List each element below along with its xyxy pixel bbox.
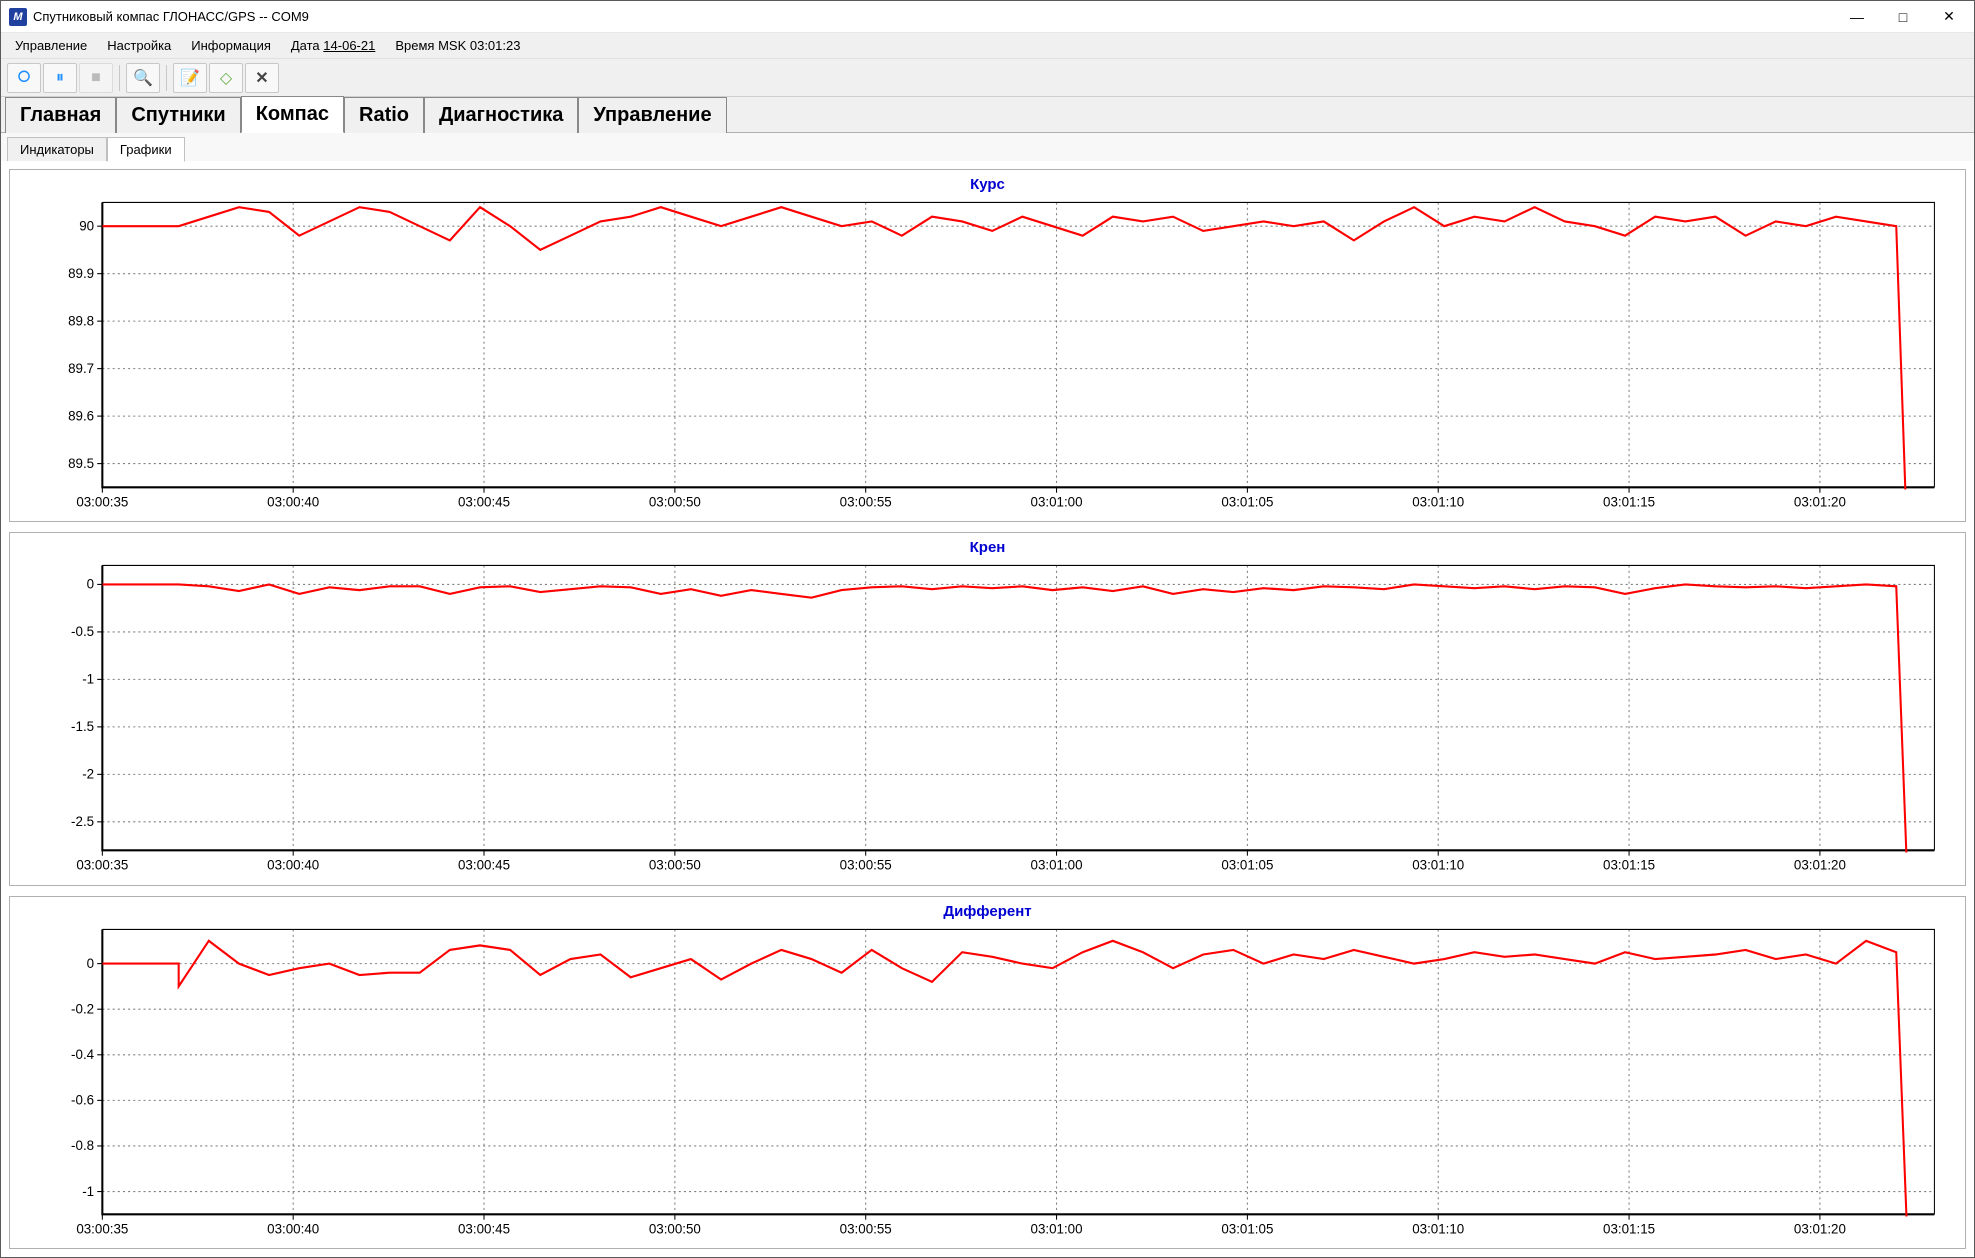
svg-text:03:00:55: 03:00:55 [840, 858, 892, 873]
svg-text:03:01:10: 03:01:10 [1412, 1221, 1464, 1236]
time-label: Время MSK [395, 38, 466, 53]
menu-settings[interactable]: Настройка [99, 35, 179, 56]
minimize-button[interactable]: — [1834, 2, 1880, 32]
chart-area[interactable]: 89.5 89.6 89.7 89.8 89.9 90 03:00:35 03:00:40 03… [20, 196, 1955, 517]
tab-Главная[interactable]: Главная [5, 97, 116, 133]
svg-text:03:00:50: 03:00:50 [649, 858, 701, 873]
chart-panel-Курс: Курс 89.5 89.6 89.7 89.8 89.9 90 03:00:35 03:00:… [9, 169, 1966, 522]
svg-text:03:00:35: 03:00:35 [76, 858, 128, 873]
sub-tabs: ИндикаторыГрафики [1, 133, 1974, 161]
svg-text:03:00:40: 03:00:40 [267, 1221, 319, 1236]
date-label: Дата [291, 38, 320, 53]
svg-text:03:00:55: 03:00:55 [840, 1221, 892, 1236]
chart-area[interactable]: -2.5 -2 -1.5 -1 -0.5 0 03:00:35 03:00:40 03:00:4… [20, 559, 1955, 880]
svg-text:03:01:00: 03:01:00 [1031, 494, 1083, 509]
svg-text:03:01:10: 03:01:10 [1412, 858, 1464, 873]
menu-time: Время MSK 03:01:23 [387, 35, 528, 56]
svg-text:-1: -1 [82, 1183, 94, 1198]
stop-icon: ■ [79, 63, 113, 93]
tab-Спутники[interactable]: Спутники [116, 97, 240, 133]
svg-text:0: 0 [87, 955, 95, 970]
app-window: M Спутниковый компас ГЛОНАСС/GPS -- COM9… [0, 0, 1975, 1258]
svg-text:-0.5: -0.5 [71, 624, 94, 639]
menu-control[interactable]: Управление [7, 35, 95, 56]
svg-text:-1.5: -1.5 [71, 719, 94, 734]
svg-text:03:01:05: 03:01:05 [1221, 858, 1273, 873]
close-button[interactable]: ✕ [1926, 2, 1972, 32]
chart-panel-Дифферент: Дифферент -1 -0.8 -0.6 -0.4 -0.2 0 03:00:35 03:0… [9, 896, 1966, 1249]
svg-text:03:01:20: 03:01:20 [1794, 494, 1846, 509]
svg-text:-1: -1 [82, 672, 94, 687]
tab-Управление[interactable]: Управление [578, 97, 726, 133]
main-tabs: ГлавнаяСпутникиКомпасRatioДиагностикаУпр… [1, 97, 1974, 133]
svg-text:90: 90 [79, 218, 94, 233]
app-icon: M [9, 8, 27, 26]
svg-text:03:00:50: 03:00:50 [649, 494, 701, 509]
menubar: Управление Настройка Информация Дата 14-… [1, 33, 1974, 59]
date-value: 14-06-21 [323, 38, 375, 53]
menu-info[interactable]: Информация [183, 35, 279, 56]
svg-text:03:00:55: 03:00:55 [840, 494, 892, 509]
svg-text:89.6: 89.6 [68, 408, 94, 423]
svg-text:03:01:10: 03:01:10 [1412, 494, 1464, 509]
svg-text:89.5: 89.5 [68, 456, 94, 471]
chart-area[interactable]: -1 -0.8 -0.6 -0.4 -0.2 0 03:00:35 03:00:40 03:00… [20, 923, 1955, 1244]
edit-icon[interactable]: 📝 [173, 63, 207, 93]
chart-title: Курс [20, 176, 1955, 196]
window-title: Спутниковый компас ГЛОНАСС/GPS -- COM9 [33, 9, 1834, 24]
svg-text:03:01:20: 03:01:20 [1794, 1221, 1846, 1236]
content-area: Курс 89.5 89.6 89.7 89.8 89.9 90 03:00:35 03:00:… [1, 161, 1974, 1257]
tab-Диагностика[interactable]: Диагностика [424, 97, 578, 133]
subtab-Графики[interactable]: Графики [107, 137, 185, 162]
svg-text:03:01:15: 03:01:15 [1603, 858, 1655, 873]
pause-icon[interactable]: ⏸ [43, 63, 77, 93]
svg-text:03:01:15: 03:01:15 [1603, 1221, 1655, 1236]
svg-text:-0.2: -0.2 [71, 1001, 94, 1016]
window-controls: — □ ✕ [1834, 2, 1972, 32]
svg-text:03:01:05: 03:01:05 [1221, 494, 1273, 509]
titlebar: M Спутниковый компас ГЛОНАСС/GPS -- COM9… [1, 1, 1974, 33]
svg-text:03:00:35: 03:00:35 [76, 494, 128, 509]
svg-text:03:01:05: 03:01:05 [1221, 1221, 1273, 1236]
svg-text:0: 0 [87, 577, 95, 592]
subtab-Индикаторы[interactable]: Индикаторы [7, 137, 107, 161]
zoom-icon[interactable]: 🔍 [126, 63, 160, 93]
chart-title: Дифферент [20, 903, 1955, 923]
svg-text:-2.5: -2.5 [71, 814, 94, 829]
svg-text:03:00:45: 03:00:45 [458, 494, 510, 509]
tools-icon[interactable]: ✕ [245, 63, 279, 93]
maximize-button[interactable]: □ [1880, 2, 1926, 32]
svg-text:03:01:15: 03:01:15 [1603, 494, 1655, 509]
book-icon[interactable]: ◇ [209, 63, 243, 93]
svg-text:-2: -2 [82, 767, 94, 782]
svg-text:03:01:00: 03:01:00 [1031, 858, 1083, 873]
chart-title: Крен [20, 539, 1955, 559]
toolbar: ⭘⏸■ 🔍 📝◇✕ [1, 59, 1974, 97]
menu-date: Дата 14-06-21 [283, 35, 383, 56]
svg-text:-0.6: -0.6 [71, 1092, 94, 1107]
svg-text:-0.8: -0.8 [71, 1138, 94, 1153]
svg-text:-0.4: -0.4 [71, 1046, 94, 1061]
svg-text:89.9: 89.9 [68, 266, 94, 281]
svg-text:03:00:45: 03:00:45 [458, 858, 510, 873]
play-icon[interactable]: ⭘ [7, 63, 41, 93]
svg-text:03:00:40: 03:00:40 [267, 858, 319, 873]
svg-text:03:01:20: 03:01:20 [1794, 858, 1846, 873]
svg-text:03:00:35: 03:00:35 [76, 1221, 128, 1236]
time-value: 03:01:23 [470, 38, 521, 53]
tab-Ratio[interactable]: Ratio [344, 97, 424, 133]
svg-text:89.8: 89.8 [68, 313, 94, 328]
svg-text:03:00:40: 03:00:40 [267, 494, 319, 509]
svg-text:03:01:00: 03:01:00 [1031, 1221, 1083, 1236]
chart-panel-Крен: Крен -2.5 -2 -1.5 -1 -0.5 0 03:00:35 03:00:40 03:… [9, 532, 1966, 885]
svg-text:89.7: 89.7 [68, 361, 94, 376]
svg-text:03:00:45: 03:00:45 [458, 1221, 510, 1236]
tab-Компас[interactable]: Компас [241, 96, 344, 133]
svg-text:03:00:50: 03:00:50 [649, 1221, 701, 1236]
